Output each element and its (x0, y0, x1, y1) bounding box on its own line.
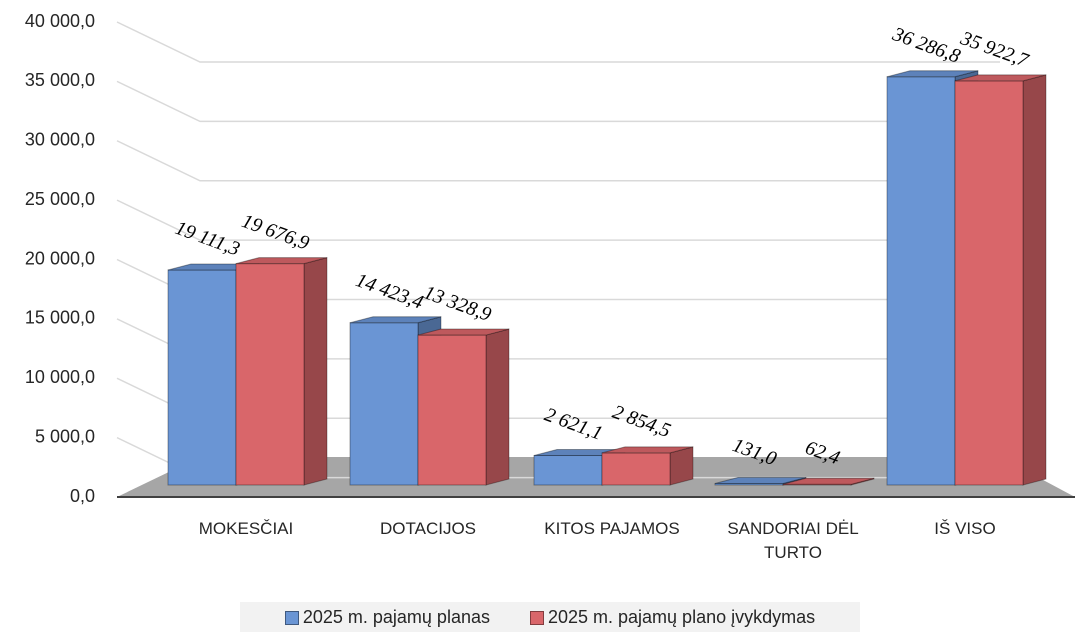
x-tick-label: KITOS PAJAMOS (544, 519, 680, 538)
value-label: 19 676,9 (239, 210, 312, 255)
bar-face (886, 70, 979, 78)
bar-face (167, 269, 237, 486)
x-tick-label: DOTACIJOS (379, 519, 477, 538)
bar-face (304, 257, 327, 485)
grid-line (116, 21, 1000, 63)
bar-face (782, 477, 875, 485)
bar-face (533, 455, 603, 486)
bar (782, 477, 875, 486)
y-tick-label: 5 000,0 (35, 426, 95, 446)
legend: 2025 m. pajamų planas 2025 m. pajamų plan… (240, 602, 860, 632)
bar-face (418, 329, 509, 336)
bar-face (417, 328, 510, 336)
legend-swatch (529, 610, 544, 625)
bar-face (235, 263, 305, 486)
y-tick-label: 15 000,0 (25, 308, 95, 328)
value-label: 36 286,8 (889, 23, 963, 68)
chart: 0,0 5 000,0 10 000,0 15 000,0 20 000,0 25 000… (25, 11, 1075, 506)
bar-face (954, 80, 1024, 486)
value-label: 14 423,4 (353, 269, 426, 314)
x-tick-label: IŠ VISO (934, 519, 996, 538)
bar-face (350, 316, 441, 323)
value-label: 2 854,5 (610, 401, 674, 442)
grid-line (116, 199, 1000, 241)
bar-face (670, 446, 693, 485)
y-tick-label: 40 000,0 (25, 11, 95, 31)
bar (954, 74, 1047, 486)
grid-line (116, 80, 1000, 123)
bar-face (349, 316, 442, 324)
legend-item: 2025 m. pajamų planas (284, 606, 490, 628)
y-tick-label: 0,0 (70, 486, 95, 506)
x-tick-label: MOKESČIAI (198, 519, 294, 538)
bar-face (417, 334, 487, 486)
bar (235, 256, 328, 486)
bar-face (235, 257, 328, 265)
value-label: 35 922,7 (957, 27, 1032, 72)
value-label: 19 111,3 (172, 217, 243, 261)
bar-face (236, 257, 327, 264)
bar-face (954, 74, 1047, 82)
legend-item: 2025 m. pajamų plano įvykdymas (529, 606, 816, 628)
y-tick-label: 35 000,0 (25, 70, 95, 90)
bar-face (886, 76, 956, 486)
legend-label: 2025 m. pajamų planas (302, 606, 490, 627)
bar (417, 328, 510, 486)
legend-label: 2025 m. pajamų plano įvykdymas (547, 606, 816, 627)
x-tick-label: SANDORIAI DĖL TURTO (727, 519, 859, 562)
bar-face (486, 329, 509, 485)
bar-face (851, 478, 874, 485)
bar-face (714, 477, 807, 485)
bar-face (601, 452, 671, 486)
y-tick-label: 25 000,0 (25, 189, 95, 209)
bar-face (887, 70, 978, 77)
bar-face (955, 74, 1046, 81)
y-tick-label: 30 000,0 (25, 130, 95, 150)
bar-face (783, 478, 874, 485)
bar-face (715, 477, 806, 484)
bar-face (349, 322, 419, 486)
bar-face (601, 446, 694, 454)
y-tick-label: 10 000,0 (25, 367, 95, 387)
bar (601, 446, 694, 486)
bar-face (602, 446, 693, 453)
legend-swatch (284, 610, 299, 625)
bar (714, 476, 807, 486)
bar-face (1023, 74, 1046, 485)
grid-line (116, 140, 1000, 182)
y-tick-label: 20 000,0 (25, 248, 95, 268)
value-label: 2 621,1 (542, 404, 606, 445)
